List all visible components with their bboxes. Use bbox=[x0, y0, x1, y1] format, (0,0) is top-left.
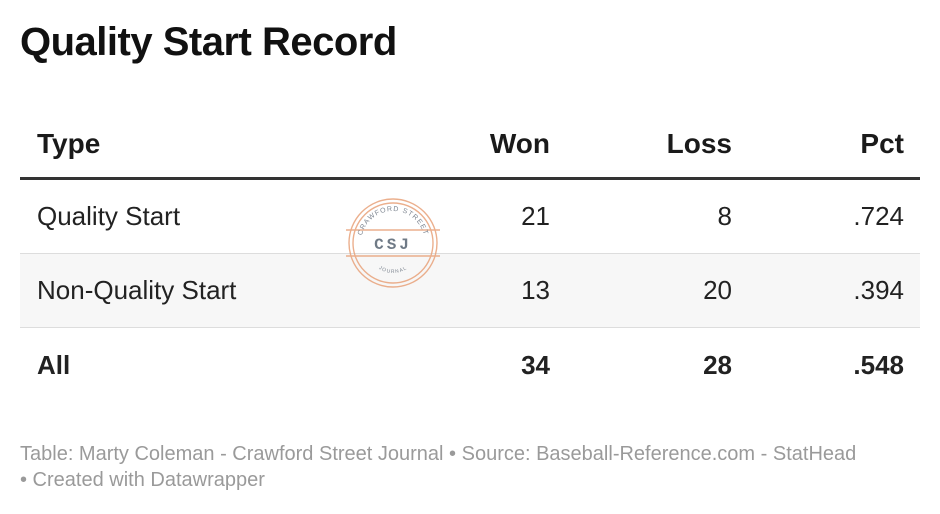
table-row: Non-Quality Start 13 20 .394 bbox=[20, 254, 920, 328]
type-cell: Quality Start bbox=[37, 201, 181, 231]
loss-cell: 28 bbox=[703, 349, 732, 380]
pct-cell: .724 bbox=[853, 201, 904, 231]
table-total-row: All 34 28 .548 bbox=[20, 328, 920, 402]
won-cell: 34 bbox=[521, 349, 550, 380]
pct-cell: .394 bbox=[853, 275, 904, 305]
won-cell: 21 bbox=[521, 201, 550, 231]
loss-cell: 8 bbox=[717, 201, 732, 231]
pct-cell: .548 bbox=[853, 349, 904, 380]
type-cell: All bbox=[37, 349, 71, 380]
footer-credits: Table: Marty Coleman - Crawford Street J… bbox=[20, 443, 857, 491]
data-table: Type Won Loss Pct Quality Start 21 8 .72… bbox=[20, 110, 920, 402]
column-header-won[interactable]: Won bbox=[489, 127, 550, 159]
table-row: Quality Start 21 8 .724 bbox=[20, 180, 920, 254]
column-header-pct[interactable]: Pct bbox=[860, 127, 904, 159]
column-header-type[interactable]: Type bbox=[37, 127, 101, 159]
table-header-row: Type Won Loss Pct bbox=[20, 110, 920, 180]
type-cell: Non-Quality Start bbox=[37, 275, 237, 305]
column-header-loss[interactable]: Loss bbox=[666, 127, 732, 159]
loss-cell: 20 bbox=[703, 275, 732, 305]
page-title: Quality Start Record bbox=[20, 20, 397, 64]
won-cell: 13 bbox=[521, 275, 550, 305]
